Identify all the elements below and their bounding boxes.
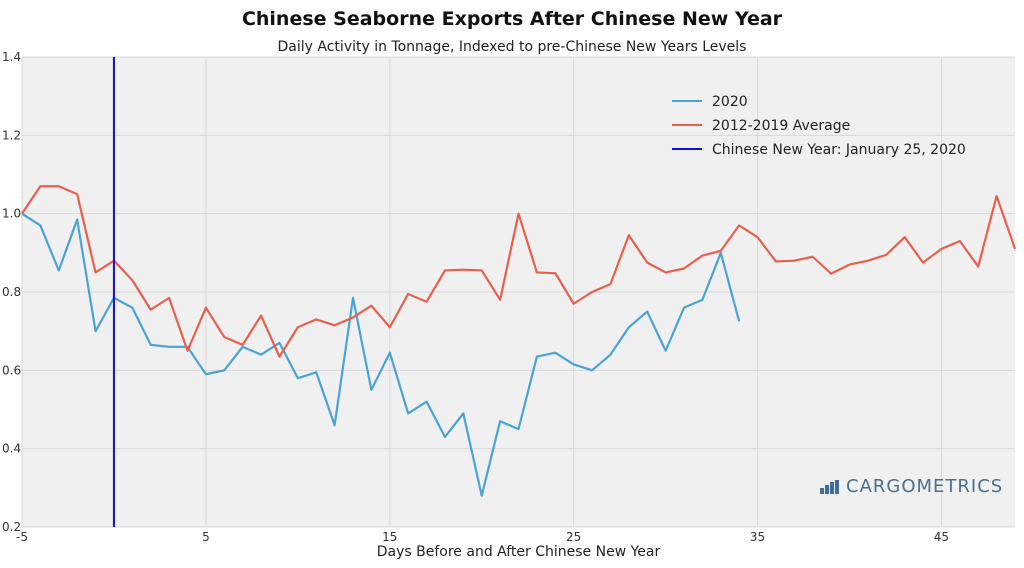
y-tick-label: 0.4 [2, 442, 21, 456]
logo-text: CARGOMETRICS [846, 476, 1003, 497]
x-tick-label: 35 [750, 530, 765, 544]
y-tick-label: 0.2 [2, 520, 21, 534]
y-tick-label: 1.4 [2, 50, 21, 64]
legend-label: 2012-2019 Average [712, 118, 850, 134]
series-line-2020 [21, 212, 741, 497]
y-tick-label: 0.6 [2, 363, 21, 377]
x-tick-label: 25 [566, 530, 581, 544]
x-tick-label: -5 [16, 530, 28, 544]
logo-bar-icon [825, 485, 829, 494]
x-tick-label: 5 [202, 530, 210, 544]
y-tick-label: 1.2 [2, 128, 21, 142]
logo-bar-icon [820, 488, 824, 494]
y-tick-label: 1.0 [2, 207, 21, 221]
cargometrics-logo [820, 480, 839, 494]
legend-label: 2020 [712, 94, 748, 110]
chart-title: Chinese Seaborne Exports After Chinese N… [241, 8, 783, 30]
x-axis-label: Days Before and After Chinese New Year [376, 544, 661, 560]
series-line-2012-2019-average [21, 185, 1017, 358]
logo-bar-icon [835, 480, 839, 494]
chart-subtitle: Daily Activity in Tonnage, Indexed to pr… [277, 39, 747, 55]
x-tick-label: 45 [934, 530, 949, 544]
x-tick-label: 15 [382, 530, 397, 544]
y-tick-label: 0.8 [2, 285, 21, 299]
logo-bar-icon [830, 482, 834, 494]
legend-label: Chinese New Year: January 25, 2020 [712, 142, 966, 158]
